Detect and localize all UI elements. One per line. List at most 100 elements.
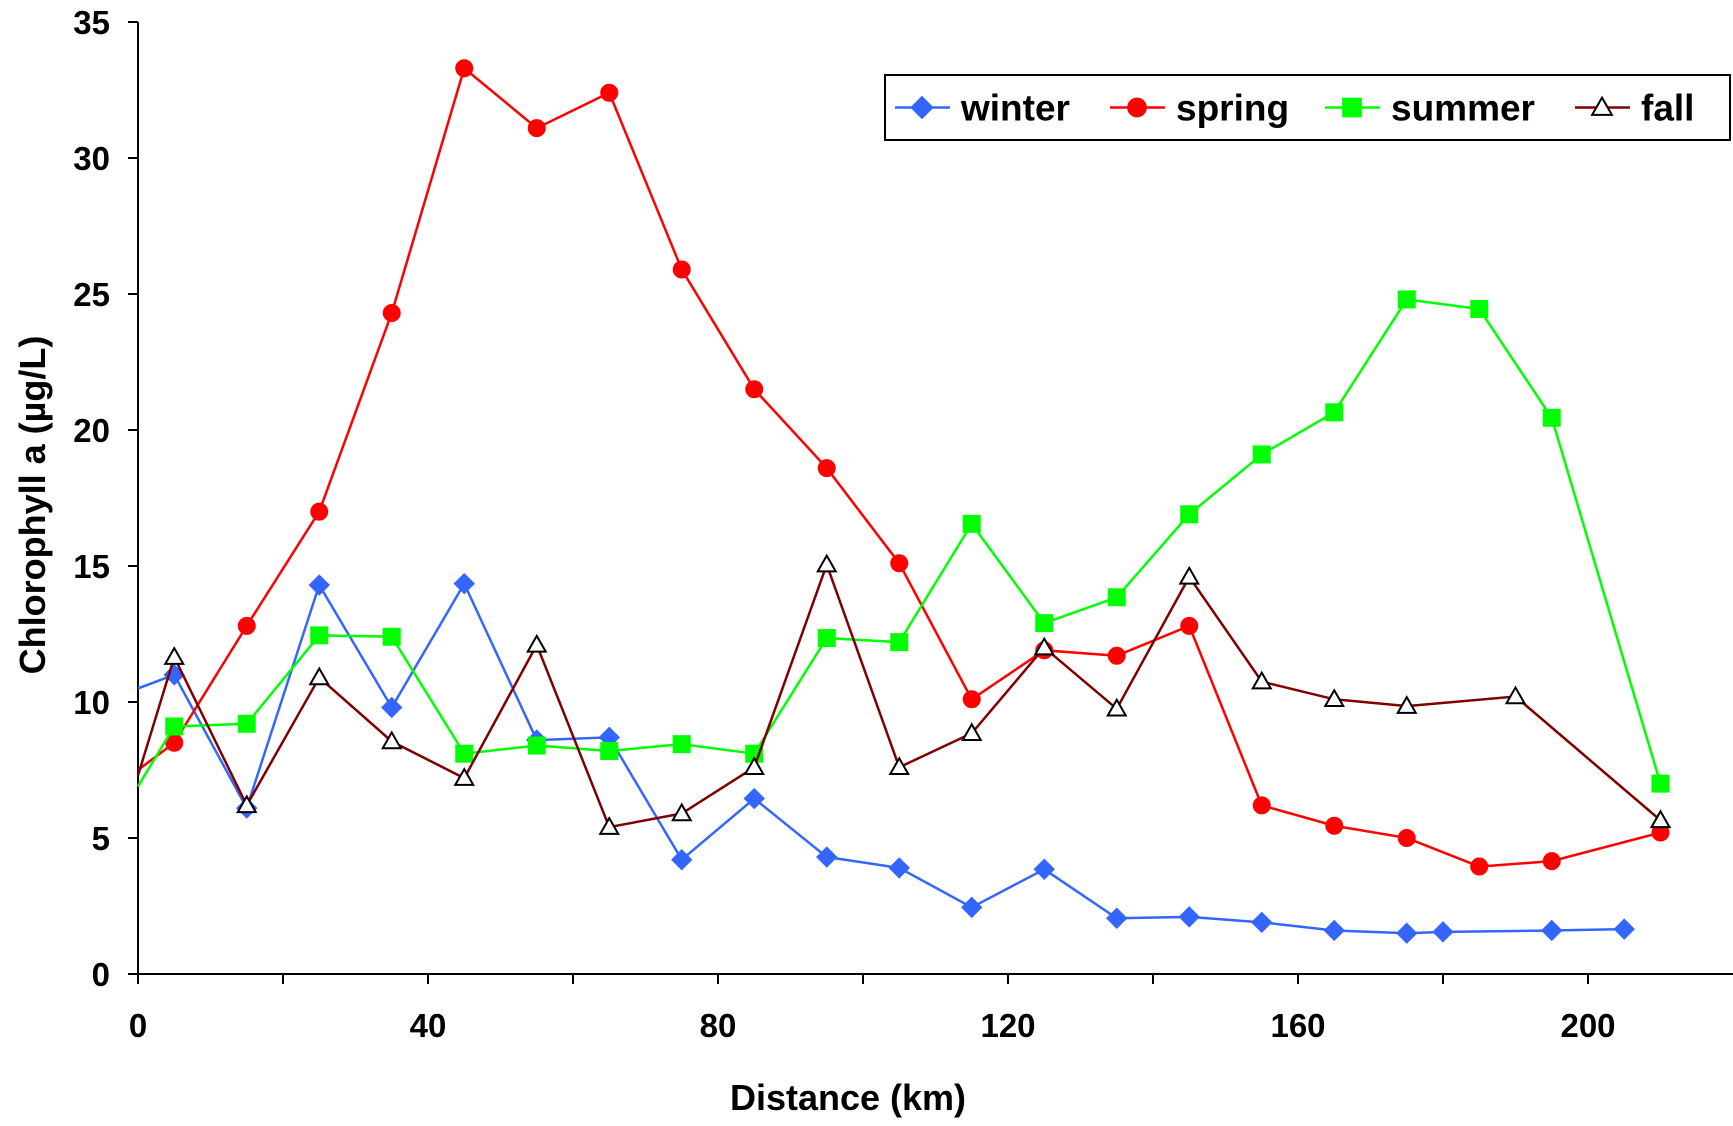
y-tick-label: 10 [73, 684, 110, 721]
legend-label: spring [1176, 88, 1289, 129]
data-point [598, 816, 620, 835]
data-point [600, 741, 619, 760]
legend-item-winter: winter [895, 88, 1070, 129]
data-point [453, 572, 475, 595]
data-point [671, 802, 693, 822]
data-point [1613, 918, 1635, 940]
data-point [961, 722, 983, 742]
data-point [381, 730, 403, 750]
data-point [310, 626, 329, 645]
y-axis-title: Chlorophyll a (µg/L) [12, 336, 53, 675]
data-point [888, 857, 910, 879]
data-point [1590, 95, 1614, 116]
series-line-fall [136, 560, 1662, 829]
data-point [1178, 906, 1200, 928]
data-point [1252, 445, 1271, 464]
y-tick-label: 35 [73, 4, 110, 41]
data-point [455, 744, 474, 763]
data-point [163, 646, 185, 665]
legend-label: summer [1391, 88, 1535, 129]
data-point [455, 59, 474, 78]
data-point [237, 616, 256, 635]
data-point [453, 767, 475, 786]
data-point [910, 95, 934, 120]
data-point [1542, 408, 1561, 427]
data-point [1251, 670, 1273, 690]
legend-item-spring: spring [1110, 88, 1289, 129]
data-point [1396, 922, 1418, 944]
data-point [1033, 636, 1055, 656]
data-point [672, 735, 691, 754]
data-point [1325, 403, 1344, 422]
data-point [1470, 857, 1489, 876]
y-tick-label: 25 [73, 276, 110, 313]
data-point [671, 849, 693, 871]
legend-item-fall: fall [1575, 88, 1694, 129]
data-point [1649, 809, 1672, 829]
data-point [817, 629, 836, 648]
x-tick-label: 200 [1560, 1007, 1615, 1044]
data-point [236, 794, 258, 814]
legend-item-summer: summer [1325, 88, 1535, 129]
data-point [526, 633, 548, 653]
axes: 0 5 10 15 20 25 30 35 0 40 80 120 160 200 [73, 4, 1733, 1044]
data-point [310, 502, 329, 521]
y-tick-label: 15 [73, 548, 110, 585]
data-point [962, 514, 981, 533]
data-point [1470, 299, 1489, 318]
data-point [381, 696, 403, 719]
data-point [1397, 290, 1416, 309]
data-point [672, 260, 691, 279]
series-layer [136, 59, 1672, 944]
data-point [1651, 774, 1670, 793]
data-point [888, 756, 910, 776]
data-point [1107, 588, 1126, 607]
x-axis-title: Distance (km) [730, 1077, 966, 1118]
data-point [743, 787, 765, 810]
data-point [1180, 505, 1199, 524]
y-tick-label: 5 [92, 820, 110, 857]
data-point [961, 896, 983, 919]
data-point [308, 574, 330, 596]
series-summer [136, 290, 1670, 793]
y-tick-label: 0 [92, 956, 110, 993]
data-point [1033, 858, 1055, 880]
data-point [816, 846, 838, 868]
data-point [1323, 919, 1345, 942]
y-tick-label: 20 [73, 412, 110, 449]
data-point [743, 756, 765, 776]
data-point [1542, 852, 1561, 871]
data-point [1106, 907, 1128, 929]
data-point [1432, 921, 1454, 943]
data-point [1323, 688, 1345, 708]
data-point [890, 633, 909, 652]
data-point [382, 627, 401, 646]
data-point [1541, 919, 1563, 942]
x-tick-label: 80 [700, 1007, 737, 1044]
x-tick-label: 120 [980, 1007, 1035, 1044]
x-tick-label: 40 [410, 1007, 447, 1044]
data-point [962, 690, 981, 709]
data-point [1107, 646, 1126, 665]
data-point [1252, 796, 1271, 815]
y-tick-label: 30 [73, 140, 110, 177]
data-point [1127, 97, 1147, 118]
data-point [527, 736, 546, 755]
series-line-summer [136, 298, 1662, 787]
data-point [308, 666, 330, 686]
data-point [1396, 695, 1418, 714]
series-fall [136, 553, 1672, 835]
legend-label: winter [960, 88, 1070, 129]
data-point [1504, 685, 1527, 705]
data-point [890, 554, 909, 573]
x-tick-label: 160 [1270, 1007, 1325, 1044]
data-point [600, 83, 619, 102]
data-point [1035, 614, 1054, 633]
data-point [1251, 911, 1273, 934]
data-point [527, 119, 546, 138]
legend: winter spring summer fall [884, 74, 1731, 141]
data-point [1325, 816, 1344, 835]
series-winter [137, 572, 1635, 944]
data-point [237, 714, 256, 733]
